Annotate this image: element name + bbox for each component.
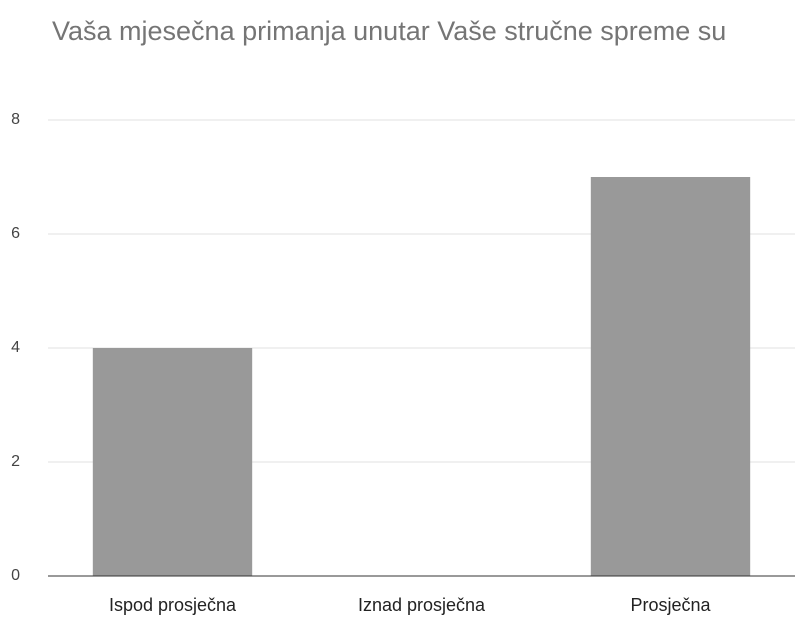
x-tick-label: Prosječna	[630, 595, 711, 615]
bar	[92, 348, 253, 576]
y-tick-label: 8	[11, 111, 20, 128]
y-tick-label: 4	[11, 339, 20, 356]
y-tick-label: 0	[11, 567, 20, 584]
y-tick-label: 6	[11, 225, 20, 242]
x-tick-label: Ispod prosječna	[109, 595, 237, 615]
x-tick-label: Iznad prosječna	[358, 595, 486, 615]
y-tick-label: 2	[11, 453, 20, 470]
bar	[590, 177, 751, 576]
chart-title: Vaša mjesečna primanja unutar Vaše struč…	[52, 16, 727, 46]
